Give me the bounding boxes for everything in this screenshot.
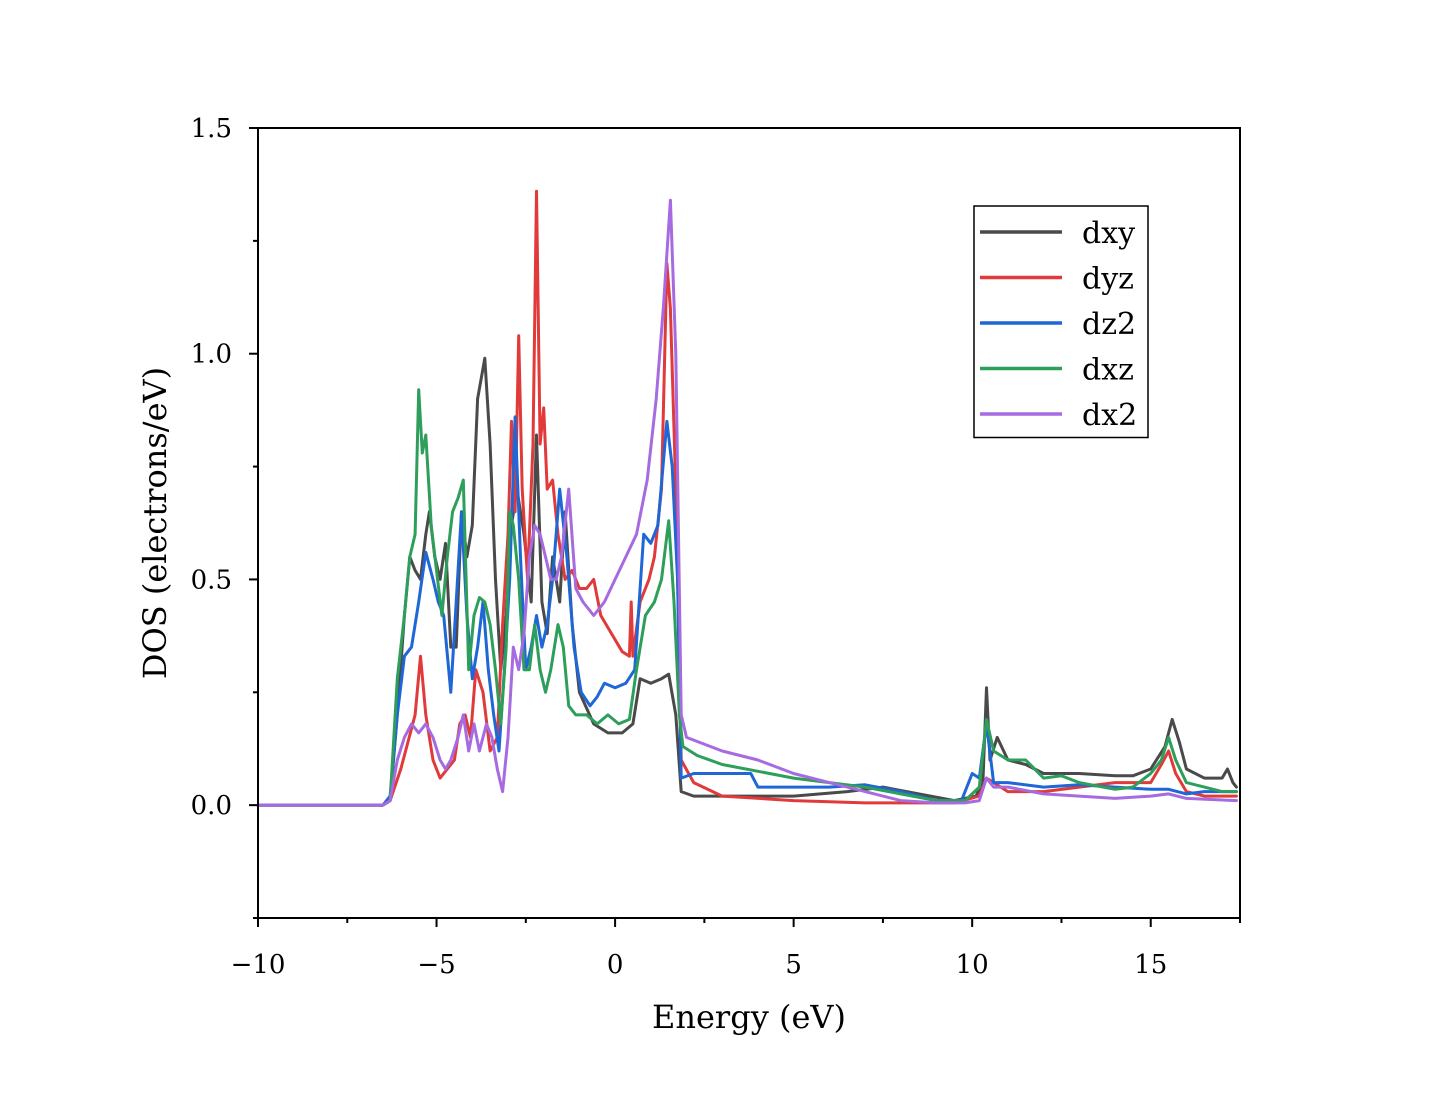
legend-label-dz2: dz2 xyxy=(1082,307,1136,342)
legend-label-dxy: dxy xyxy=(1082,216,1135,251)
legend-label-dxz: dxz xyxy=(1082,353,1134,388)
y-axis-title: DOS (electrons/eV) xyxy=(136,367,174,679)
series-line-dx2 xyxy=(256,198,1238,807)
plot-frame xyxy=(257,127,1241,919)
series-line-dxy xyxy=(256,356,1238,807)
legend-label-dyz: dyz xyxy=(1082,262,1134,297)
legend: dxy dyz dz2 dxz dx2 xyxy=(973,205,1149,439)
x-tick-label: −10 xyxy=(231,950,286,980)
y-tick-label: 1.5 xyxy=(191,114,232,144)
x-tick-label: 10 xyxy=(956,950,989,980)
x-tick-label: −5 xyxy=(417,950,455,980)
x-tick-label: 5 xyxy=(785,950,802,980)
y-tick-label: 0.5 xyxy=(191,565,232,595)
x-axis-title: Energy (eV) xyxy=(652,998,846,1036)
y-tick-label: 1.0 xyxy=(191,340,232,370)
series-line-dxz xyxy=(256,388,1238,807)
x-tick-label: 15 xyxy=(1134,950,1167,980)
legend-label-dx2: dx2 xyxy=(1082,398,1137,433)
axis-layer: −10 −5 0 5 10 15 0.0 0.5 1.0 1.5 xyxy=(191,114,1241,980)
series-layer xyxy=(256,189,1238,807)
y-tick-label: 0.0 xyxy=(191,791,232,821)
x-tick-label: 0 xyxy=(607,950,624,980)
